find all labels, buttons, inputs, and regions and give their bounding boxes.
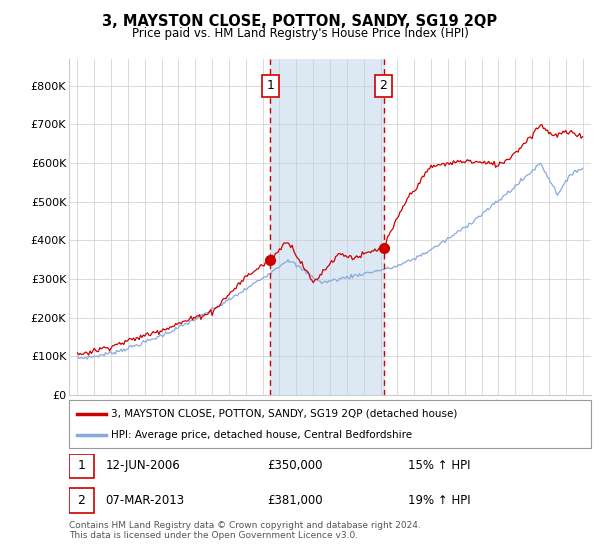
FancyBboxPatch shape <box>69 454 94 478</box>
Text: 1: 1 <box>266 80 274 92</box>
Text: Contains HM Land Registry data © Crown copyright and database right 2024.
This d: Contains HM Land Registry data © Crown c… <box>69 521 421 540</box>
Text: 07-MAR-2013: 07-MAR-2013 <box>106 494 185 507</box>
Text: 19% ↑ HPI: 19% ↑ HPI <box>409 494 471 507</box>
Text: 2: 2 <box>380 80 388 92</box>
Text: £381,000: £381,000 <box>268 494 323 507</box>
Text: 2: 2 <box>77 494 85 507</box>
Text: 12-JUN-2006: 12-JUN-2006 <box>106 459 180 472</box>
FancyBboxPatch shape <box>69 400 591 448</box>
Text: 1: 1 <box>77 459 85 472</box>
Text: 3, MAYSTON CLOSE, POTTON, SANDY, SG19 2QP (detached house): 3, MAYSTON CLOSE, POTTON, SANDY, SG19 2Q… <box>111 409 457 419</box>
Text: Price paid vs. HM Land Registry's House Price Index (HPI): Price paid vs. HM Land Registry's House … <box>131 27 469 40</box>
Bar <box>270 59 383 395</box>
Text: £350,000: £350,000 <box>268 459 323 472</box>
Text: HPI: Average price, detached house, Central Bedfordshire: HPI: Average price, detached house, Cent… <box>111 430 412 440</box>
Text: 3, MAYSTON CLOSE, POTTON, SANDY, SG19 2QP: 3, MAYSTON CLOSE, POTTON, SANDY, SG19 2Q… <box>103 14 497 29</box>
Text: 15% ↑ HPI: 15% ↑ HPI <box>409 459 471 472</box>
FancyBboxPatch shape <box>69 488 94 513</box>
